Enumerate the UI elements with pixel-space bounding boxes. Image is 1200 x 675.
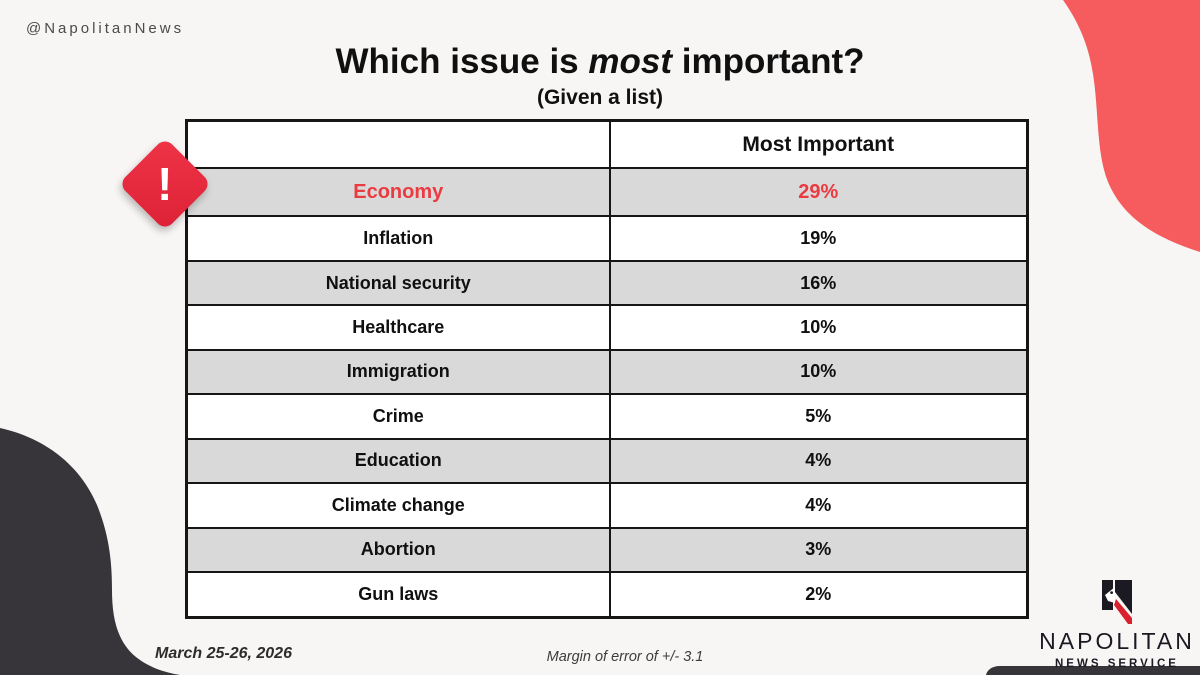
- table-row: Abortion 3%: [185, 526, 1029, 573]
- table-row: Immigration 10%: [185, 348, 1029, 396]
- table-row: Gun laws 2%: [185, 570, 1029, 619]
- issue-label: Climate change: [185, 482, 611, 529]
- value-header: Most Important: [608, 119, 1029, 169]
- logo-wordmark: NAPOLITAN: [1039, 628, 1195, 654]
- issue-value: 10%: [608, 348, 1029, 396]
- table-row: Healthcare 10%: [185, 304, 1029, 351]
- table-row: Crime 5%: [185, 393, 1029, 440]
- issue-value: 4%: [608, 437, 1029, 485]
- table-row: Education 4%: [185, 437, 1029, 485]
- issue-value: 10%: [608, 304, 1029, 351]
- issue-header-empty: [185, 119, 611, 169]
- issue-label: Education: [185, 437, 611, 485]
- title-part1: Which issue is: [335, 42, 589, 81]
- social-handle: @NapolitanNews: [26, 20, 185, 37]
- poll-results-table: Most Important Economy 29% Inflation 19%…: [185, 119, 1029, 619]
- napolitan-n-eagle-icon: [1102, 580, 1132, 624]
- issue-label: Healthcare: [185, 304, 611, 351]
- issue-label: Gun laws: [185, 570, 611, 619]
- table-row: Climate change 4%: [185, 482, 1029, 529]
- issue-label: Abortion: [185, 526, 611, 573]
- issue-value: 19%: [608, 215, 1029, 262]
- napolitan-logo: NAPOLITAN NEWS SERVICE: [1032, 580, 1200, 670]
- table-row: National security 16%: [185, 259, 1029, 307]
- margin-of-error-note: Margin of error of +/- 3.1: [546, 649, 704, 665]
- issue-label: Crime: [185, 393, 611, 440]
- title-emphasis: most: [588, 42, 672, 81]
- issue-value: 4%: [608, 482, 1029, 529]
- issue-value: 3%: [608, 526, 1029, 573]
- logo-tagline: NEWS SERVICE: [1055, 658, 1179, 670]
- issue-label: Economy: [185, 166, 611, 218]
- table-header-row: Most Important: [185, 119, 1029, 169]
- charcoal-blob-bottom-right-icon: [986, 666, 1200, 675]
- issue-label: Inflation: [185, 215, 611, 262]
- coral-blob-top-right-icon: [1063, 0, 1200, 252]
- survey-date: March 25-26, 2026: [155, 645, 292, 662]
- issue-label: Immigration: [185, 348, 611, 396]
- issue-label: National security: [185, 259, 611, 307]
- issue-value: 16%: [608, 259, 1029, 307]
- charcoal-blob-bottom-left-icon: [0, 428, 180, 675]
- table-row: Economy 29%: [185, 166, 1029, 218]
- issue-value: 29%: [608, 166, 1029, 218]
- exclamation-glyph: !: [157, 157, 173, 210]
- page-subtitle: (Given a list): [536, 86, 664, 109]
- title-part2: important?: [672, 42, 865, 81]
- table-row: Inflation 19%: [185, 215, 1029, 262]
- issue-value: 5%: [608, 393, 1029, 440]
- issue-value: 2%: [608, 570, 1029, 619]
- page-title: Which issue is most important?: [0, 42, 1200, 82]
